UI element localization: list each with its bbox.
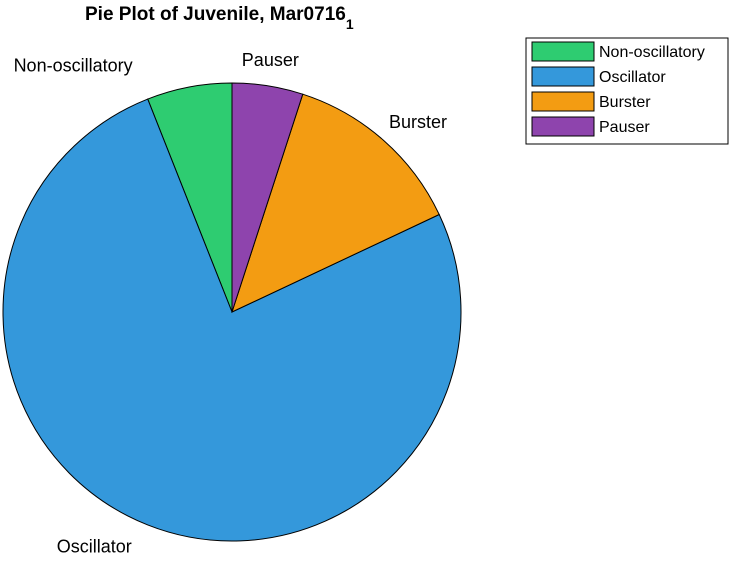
slice-label-pauser: Pauser: [242, 50, 299, 70]
legend: Non-oscillatory Oscillator Burster Pauser: [525, 37, 729, 145]
legend-label-non-oscillatory: Non-oscillatory: [599, 44, 705, 61]
pie-slice-pauser: [231, 82, 304, 313]
slice-label-non-oscillatory: Non-oscillatory: [14, 55, 133, 75]
legend-swatch-burster: [531, 91, 595, 112]
legend-label-burster: Burster: [599, 94, 651, 111]
legend-label-pauser: Pauser: [599, 119, 650, 136]
chart-title-subscript: 1: [346, 16, 354, 32]
slice-label-oscillator: Oscillator: [57, 537, 132, 557]
pie-slice-burster: [231, 93, 440, 313]
legend-swatch-pauser: [531, 116, 595, 137]
legend-label-oscillator: Oscillator: [599, 69, 666, 86]
pie-slice-oscillator: [2, 98, 462, 542]
chart-title: Pie Plot of Juvenile, Mar07161: [85, 4, 354, 32]
legend-swatch-oscillator: [531, 66, 595, 87]
chart-title-text: Pie Plot of Juvenile, Mar0716: [85, 4, 346, 25]
slice-label-burster: Burster: [389, 112, 447, 132]
legend-items: Non-oscillatory Oscillator Burster Pauser: [531, 41, 705, 137]
pie-slices: [2, 82, 462, 542]
legend-swatch-non-oscillatory: [531, 41, 595, 62]
pie-slice-labels: Non-oscillatory Oscillator Burster Pauser: [14, 50, 447, 557]
